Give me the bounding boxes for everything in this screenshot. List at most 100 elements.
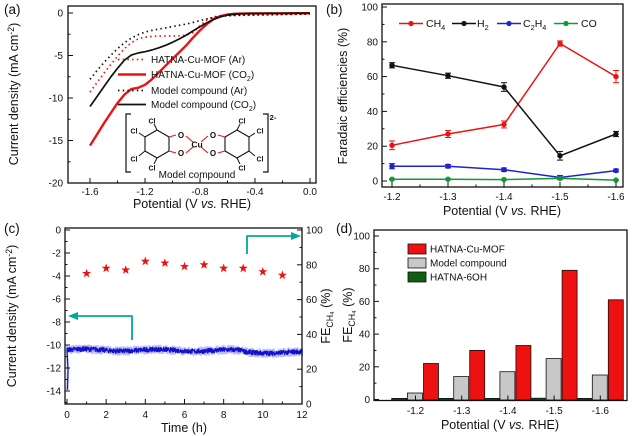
a-legend-model-compound-ar: Model compound (Ar) — [151, 86, 247, 97]
b-xtick--1.5: -1.5 — [551, 192, 569, 203]
c-xtick-8: 8 — [221, 410, 227, 421]
d-legend-hatna-cu-mof: HATNA-Cu-MOF — [430, 245, 505, 256]
bar-hatna-6oh--1.3 — [437, 397, 454, 401]
series-ch4-line — [391, 42, 617, 147]
a-ytick--15: -15 — [49, 136, 64, 147]
a-ytick--5: -5 — [54, 51, 63, 62]
d-ytick-100: 100 — [353, 232, 370, 243]
c-ytick-left--8: -8 — [52, 318, 61, 329]
b-legend-ch4: CH4 — [426, 18, 445, 32]
series-model-compound-co2 — [89, 12, 310, 107]
bar-hatna-6oh--1.6 — [576, 397, 592, 401]
panel-label-b: (b) — [326, 2, 343, 17]
a-ytick--10: -10 — [49, 94, 64, 105]
c-yaxis-right-title: FECH₄ (%) — [319, 288, 335, 343]
c-xtick-6: 6 — [182, 410, 188, 421]
panel-c-stability-chart: 0 2 4 6 8 10 120-2-4-6-8-10-12-14020406080100T… — [4, 226, 335, 436]
d-ytick-60: 60 — [359, 297, 371, 308]
c-ytick-right-100: 100 — [306, 226, 323, 237]
inset-cu-atom: Cu — [191, 140, 202, 150]
d-xtick--1.6: -1.6 — [592, 406, 610, 417]
d-xtick--1.3: -1.3 — [453, 406, 471, 417]
c-ytick-left--2: -2 — [52, 249, 61, 260]
c-ytick-right-20: 20 — [306, 365, 318, 376]
a-legend-hatna-cu-mof-co2: HATNA-Cu-MOF (CO2) — [151, 70, 254, 83]
inset-charge: 2- — [270, 113, 277, 122]
panel-b-faradaic-efficiency-chart: -1.2 -1.3 -1.4 -1.5 -1.6 0 20 40 60 80 100 Potentia… — [336, 3, 625, 219]
inset-o-atom: O — [210, 131, 216, 140]
b-ytick-20: 20 — [367, 142, 379, 153]
b-xaxis-title: Potential (V vs. RHE) — [443, 204, 561, 218]
panel-label-c: (c) — [4, 221, 20, 236]
d-xtick--1.5: -1.5 — [545, 406, 563, 417]
inset-cl-atom: Cl — [257, 129, 264, 136]
series-co-points — [389, 175, 619, 183]
b-ytick-0: 0 — [372, 177, 378, 188]
a-legend-hatna-cu-mof-ar: HATNA-Cu-MOF (Ar) — [151, 55, 245, 66]
d-xaxis-title: Potential (V vs. RHE) — [441, 418, 559, 432]
bar-hatna-cu-mof--1.4 — [515, 345, 532, 401]
inset-cl-atom: Cl — [239, 166, 246, 173]
a-yaxis-title: Current density (mA cm-2) — [6, 23, 21, 166]
inset-cl-atom: Cl — [131, 157, 138, 164]
b-xtick--1.6: -1.6 — [607, 192, 625, 203]
b-yaxis-title: Faradaic efficiencies (%) — [336, 28, 350, 165]
inset-o-atom: O — [178, 149, 184, 158]
c-ytick-left--12: -12 — [47, 364, 62, 375]
b-ytick-100: 100 — [361, 3, 378, 14]
d-ytick-0: 0 — [364, 395, 370, 406]
a-xtick--1.6: -1.6 — [81, 187, 99, 198]
a-ytick-0: 0 — [57, 9, 63, 20]
inset-caption: Model compound — [159, 170, 236, 181]
c-ytick-right-40: 40 — [306, 330, 318, 341]
b-legend-c2h4: C2H4 — [523, 18, 546, 32]
panel-a-lsv-chart: -1.6 -1.2 -0.8 -0.4 0.0 0 -5 -10 -15 -20 Potential… — [6, 5, 317, 211]
panel-d-legend: HATNA-Cu-MOF Model compound HATNA-6OH — [407, 243, 507, 284]
d-xtick--1.2: -1.2 — [407, 406, 425, 417]
bar-model-compound--1.5 — [545, 358, 562, 401]
b-legend-h2: H2 — [477, 18, 489, 32]
inset-cl-atom: Cl — [131, 129, 138, 136]
b-xtick--1.2: -1.2 — [383, 192, 401, 203]
b-legend-co: CO — [581, 18, 597, 30]
panel-b-legend: CH4 H2 C2H4 CO — [399, 18, 597, 32]
a-xtick--0.8: -0.8 — [191, 187, 209, 198]
b-ytick-80: 80 — [367, 37, 379, 48]
c-ytick-right-80: 80 — [306, 260, 318, 271]
d-xtick--1.4: -1.4 — [499, 406, 517, 417]
b-xtick--1.4: -1.4 — [495, 192, 513, 203]
c-ytick-left--10: -10 — [47, 341, 62, 352]
inset-cl-atom: Cl — [257, 157, 264, 164]
c-ytick-left-0: 0 — [55, 226, 61, 237]
inset-o-atom: O — [210, 149, 216, 158]
panel-d-fe-bar-chart: -1.2 -1.3 -1.4 -1.5 -1.6 0 20 40 60 80 100 Potentia… — [341, 229, 628, 432]
b-ytick-60: 60 — [367, 72, 379, 83]
panel-label-d: (d) — [336, 221, 353, 236]
c-ytick-right-60: 60 — [306, 295, 318, 306]
series-model-compound-ar — [89, 13, 311, 80]
d-legend-hatna-6oh: HATNA-6OH — [430, 273, 487, 284]
c-ytick-left--4: -4 — [52, 272, 61, 283]
inset-o-atom: O — [178, 131, 184, 140]
d-yaxis-title: FECH₄ (%) — [341, 287, 357, 342]
c-xtick-0: 0 — [64, 410, 70, 421]
bar-hatna-cu-mof--1.6 — [607, 299, 624, 401]
c-xtick-2: 2 — [103, 410, 109, 421]
series-hatna-cu-mof-ar — [89, 12, 311, 93]
c-xtick-12: 12 — [296, 410, 308, 421]
c-xaxis-title: Time (h) — [161, 421, 207, 435]
c-xtick-4: 4 — [143, 410, 149, 421]
series-h2-points — [389, 62, 619, 161]
c-ytick-right-0: 0 — [306, 400, 312, 411]
d-legend-model-compound: Model compound — [430, 259, 507, 270]
series-ch4-points — [389, 40, 619, 151]
bar-hatna-6oh--1.5 — [529, 397, 546, 401]
fe-star-markers — [82, 256, 287, 280]
c-xtick-10: 10 — [257, 410, 269, 421]
inset-cl-atom: Cl — [149, 166, 156, 173]
a-xtick--0.4: -0.4 — [246, 187, 264, 198]
current-density-trace — [66, 346, 303, 390]
panel-a-legend: HATNA-Cu-MOF (Ar) HATNA-Cu-MOF (CO2) Model… — [118, 55, 256, 113]
d-ytick-80: 80 — [359, 264, 371, 275]
